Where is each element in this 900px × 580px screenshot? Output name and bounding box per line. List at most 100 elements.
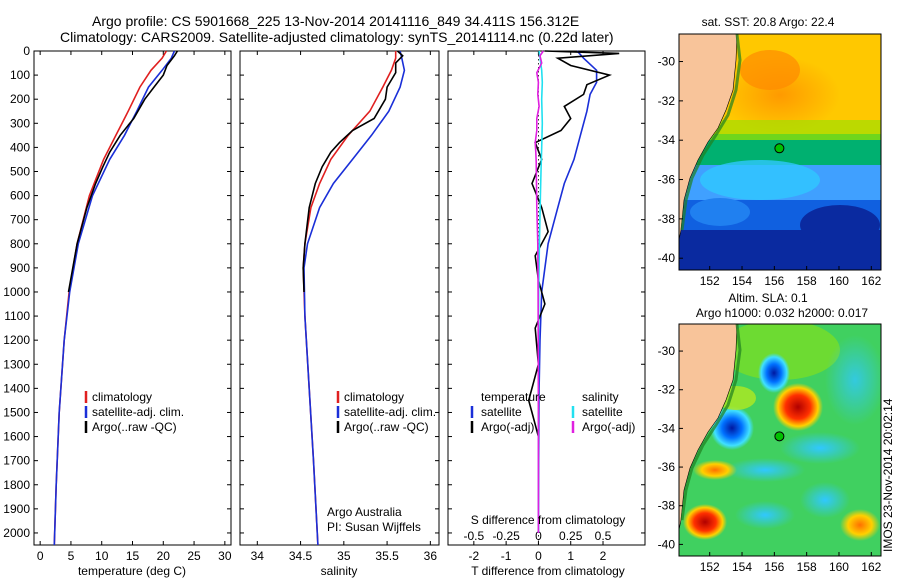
map-y-tick-label: -32 [658,94,676,108]
map-x-tick-label: 156 [764,560,784,574]
argo-location-marker [774,143,785,154]
difference-x-axis: -2 -1 0 1 2 [469,51,607,563]
map-x-tick-label: 160 [829,560,849,574]
legend-label-climatology: climatology [344,390,404,404]
legend-label-argo: Argo(..raw -QC) [344,420,429,434]
x-tick-label: 36 [424,549,438,563]
t-difference-label: T difference from climatology [471,564,625,578]
x-tick-label: 0 [535,549,542,563]
y-tick-label: 300 [10,116,30,130]
y-tick-label: 1300 [3,357,30,371]
map-y-tick-label: -34 [658,421,676,435]
y-tick-label: 1600 [3,430,30,444]
y-tick-label: 1900 [3,502,30,516]
x-tick-label: 10 [95,549,109,563]
map-y-tick-label: -38 [658,499,676,513]
series-line-t-satellite [537,50,598,534]
imos-timestamp: IMOS 23-Nov-2014 20:02:14 [881,398,895,552]
legend-label-climatology: climatology [92,390,152,404]
s-tick-label: -0.5 [463,529,484,543]
series-line-argo-raw-qc- [302,50,404,293]
temperature-x-axis: 0 5 10 15 20 25 30 [37,51,232,563]
map-y-tick-label: -38 [658,212,676,226]
y-tick-label: 600 [10,189,30,203]
map-x-tick-label: 162 [861,560,881,574]
map-y-tick-label: -36 [658,460,676,474]
y-tick-label: 1000 [3,285,30,299]
map-y-tick-label: -40 [658,537,676,551]
legend-label-argo: Argo(..raw -QC) [92,420,177,434]
y-tick-label: 1800 [3,478,30,492]
y-tick-label: 0 [23,44,30,58]
series-line-satellite-adj-clim- [53,50,176,546]
x-tick-label: 34 [251,549,265,563]
y-tick-label: 1200 [3,333,30,347]
map-x-tick-label: 152 [700,560,720,574]
x-tick-label: 25 [187,549,201,563]
difference-lines [527,50,620,534]
pi-name-label: PI: Susan Wijffels [327,520,421,534]
salinity-panel: 34 34.5 35 35.5 36 climatology satellite-adj… [239,50,440,578]
sla-map: Altim. SLA: 0.1 Argo h1000: 0.032 h2000:… [658,291,882,574]
legend-header-temperature: temperature [481,390,546,404]
temperature-panel: 0100200300400500600700800900100011001200… [3,44,232,578]
y-tick-label: 900 [10,261,30,275]
y-tick-label: 1100 [4,309,30,323]
figure-title-line2: Climatology: CARS2009. Satellite-adjuste… [60,29,614,45]
map-y-tick-label: -30 [658,55,676,69]
map-y-tick-label: -32 [658,383,676,397]
temperature-lines [53,50,179,546]
x-tick-label: 34.5 [289,549,313,563]
sst-heatmap [679,34,881,270]
x-tick-label: 1 [567,549,574,563]
x-tick-label: 5 [68,549,75,563]
map-x-tick-label: 154 [732,274,752,288]
y-tick-label: 200 [10,92,30,106]
map-y-tick-label: -34 [658,133,676,147]
land-mass [679,324,738,531]
y-tick-label: 1400 [3,381,30,395]
y-tick-label: 100 [10,68,30,82]
series-line-s-argo-adj- [534,50,544,533]
salinity-x-axis: 34 34.5 35 35.5 36 [251,51,438,563]
sst-map-frame [678,33,882,271]
sst-map: sat. SST: 20.8 Argo: 22.4 152 154 156 158 16… [658,15,882,288]
legend-label-s-satellite: satellite [582,405,623,419]
y-tick-label: 700 [10,213,30,227]
s-tick-label: -0.25 [492,529,520,543]
map-y-tick-label: -40 [658,251,676,265]
salinity-depth-ticks [240,50,439,534]
salinity-difference-axis: -0.5 -0.25 0 0.25 0.5 [463,529,611,543]
map-x-tick-label: 152 [700,274,720,288]
sla-map-frame [678,323,882,557]
map-x-tick-label: 156 [764,274,784,288]
s-tick-label: 0.25 [559,529,583,543]
difference-panel: -2 -1 0 1 2 -0.5 -0.25 0 0.25 0.5 temperature sa… [447,50,646,578]
y-tick-label: 800 [10,237,30,251]
map-x-tick-label: 162 [861,274,881,288]
legend-label-t-satellite: satellite [481,405,522,419]
difference-axes-box [447,50,646,546]
map-x-tick-label: 154 [732,560,752,574]
land-mass [679,34,738,241]
temperature-axes-box [33,50,232,546]
argo-location-marker [774,431,785,442]
depth-axis: 0 100 200 300 400 500 600 700 800 900 1000 1100 1200… [3,44,231,540]
x-tick-label: 30 [218,549,232,563]
legend-label-satellite: satellite-adj. clim. [344,405,436,419]
y-tick-label: 400 [10,140,30,154]
argo-australia-label: Argo Australia [327,505,402,519]
difference-depth-ticks [448,50,645,534]
s-difference-label: S difference from climatology [471,513,626,527]
salinity-legend: climatology satellite-adj. clim. Argo(..… [336,390,436,434]
series-line-argo-raw-qc- [67,50,179,293]
x-tick-label: 35 [337,549,351,563]
figure-title-line1: Argo profile: CS 5901668_225 13-Nov-2014… [92,13,579,29]
salinity-lines [302,50,406,546]
y-tick-label: 2000 [3,526,30,540]
salinity-axes-box [239,50,440,546]
map-y-tick-label: -36 [658,173,676,187]
x-tick-label: 15 [126,549,140,563]
legend-header-salinity: salinity [582,390,619,404]
